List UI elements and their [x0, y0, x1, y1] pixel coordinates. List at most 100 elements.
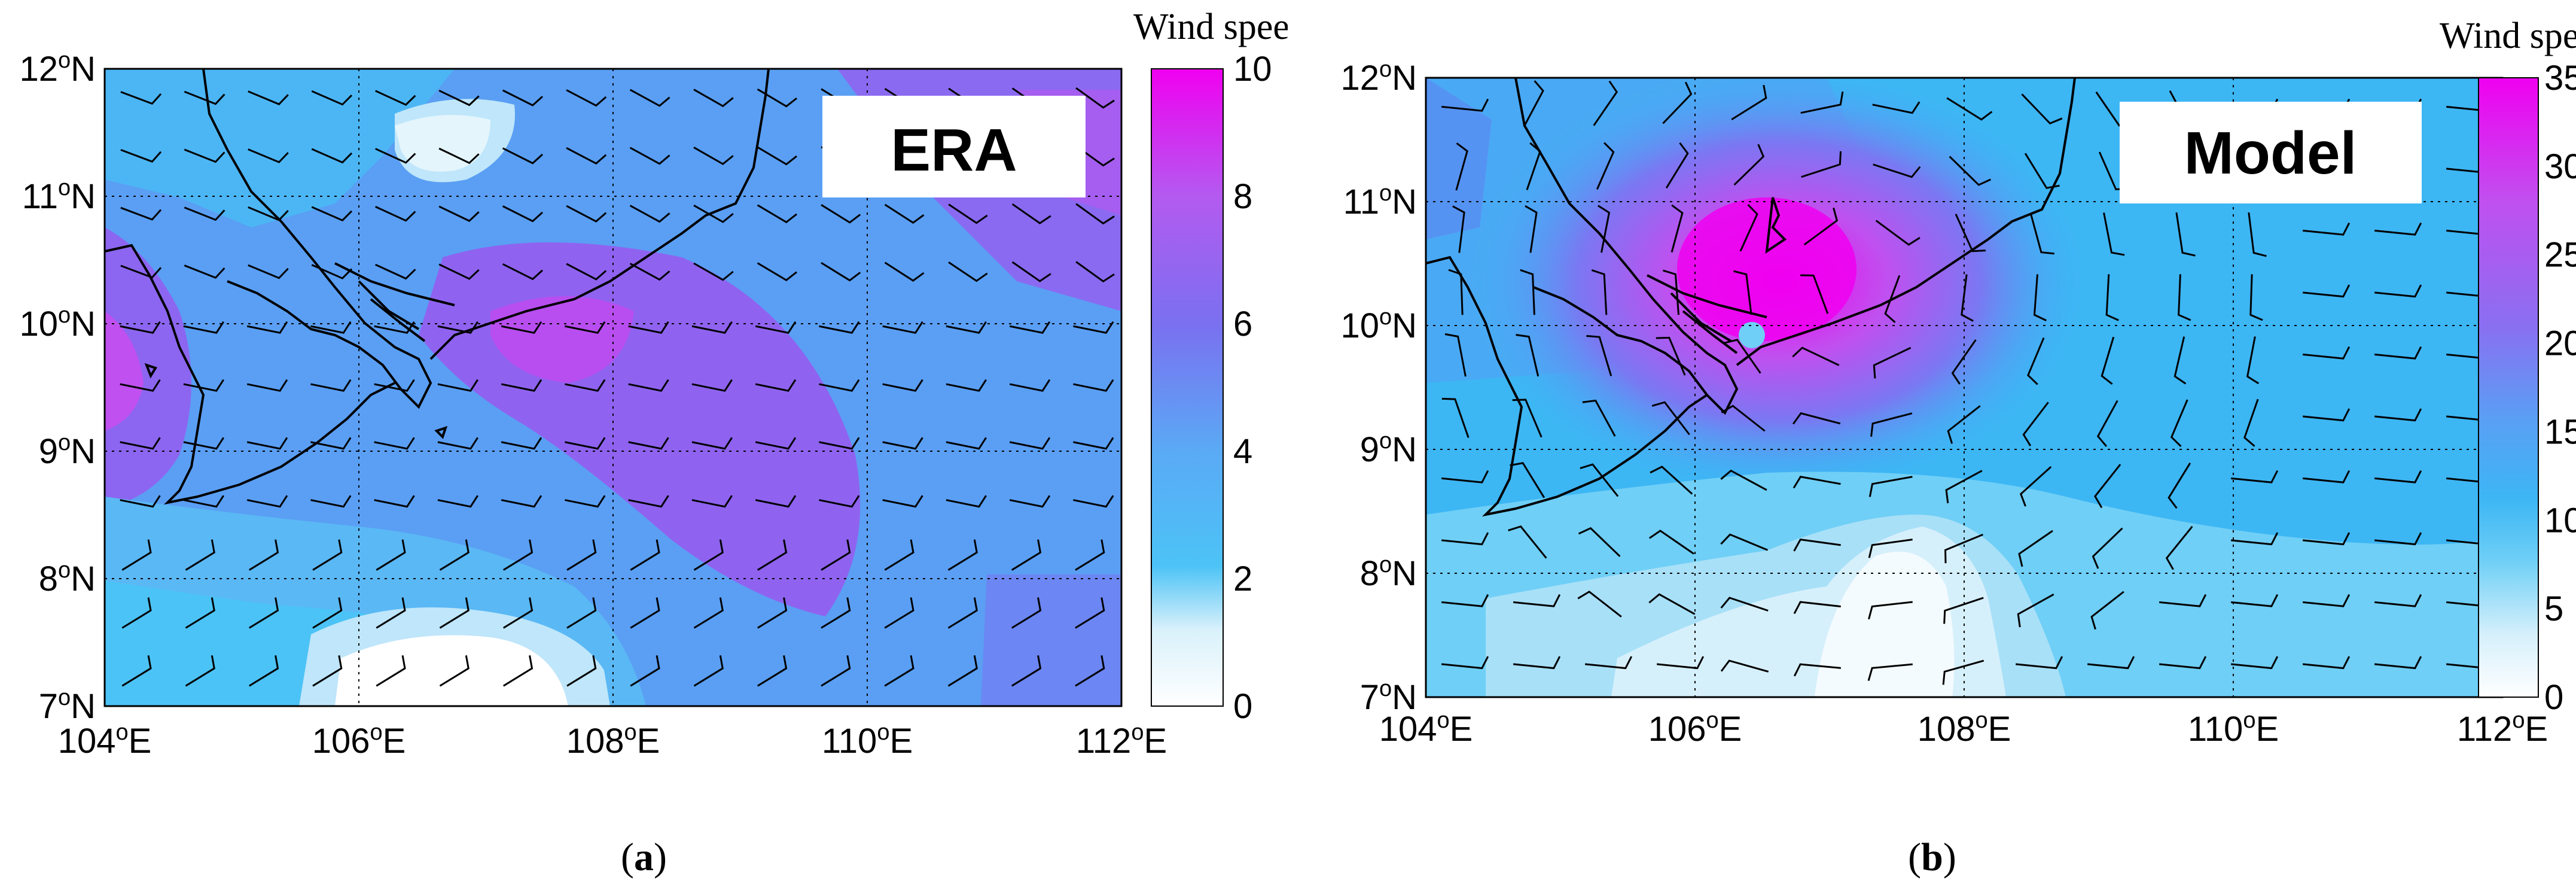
colorbar-tick-label: 0 — [1233, 687, 1252, 726]
wind-barb — [1648, 593, 1696, 615]
wind-barb — [502, 597, 534, 629]
wind-barb — [438, 263, 480, 280]
svg-text:7oN: 7oN — [1360, 676, 1417, 717]
colorbar-title-b: Wind speed (m/s) — [2440, 16, 2576, 56]
wind-barb — [819, 321, 860, 334]
colorbar-tick-label: 15 — [2544, 412, 2576, 451]
wind-barb — [1792, 346, 1840, 366]
wind-barb — [2374, 284, 2422, 298]
wind-barb — [630, 539, 660, 571]
era-label-box: ERA — [822, 96, 1086, 197]
wind-barb — [184, 90, 225, 105]
wind-barb — [2019, 466, 2052, 507]
wind-barb — [120, 206, 162, 221]
wind-barb — [2374, 656, 2422, 670]
wind-barb — [821, 597, 851, 629]
wind-barb — [1577, 591, 1622, 618]
wind-barb — [1656, 336, 1686, 376]
svg-text:11oN: 11oN — [22, 175, 96, 216]
svg-text:110oE: 110oE — [822, 720, 913, 761]
wind-barb — [248, 90, 289, 105]
wind-barb — [2303, 284, 2351, 298]
wind-barb — [1724, 339, 1761, 374]
wind-barb — [501, 437, 542, 450]
era-label: ERA — [891, 117, 1017, 184]
wind-barb — [819, 379, 860, 392]
wind-barb — [185, 539, 215, 571]
wind-barb — [1801, 151, 1842, 178]
wind-barb — [691, 379, 733, 392]
wind-barb — [184, 148, 225, 163]
wind-barb — [566, 205, 607, 223]
wind-barb — [1444, 333, 1467, 377]
colorbar-tick-label: 10 — [1233, 50, 1272, 89]
wind-barb — [1075, 261, 1115, 283]
wind-barb — [1945, 470, 1983, 503]
wind-barb — [1951, 339, 1977, 385]
colorbar-tick-label: 5 — [2544, 589, 2563, 628]
wind-barb — [376, 539, 406, 571]
wind-barb — [1009, 321, 1051, 334]
wind-barb — [2165, 525, 2193, 570]
map-b-svg: Model 104oE 106oE 108oE 110oE 112oE 7oN … — [1340, 16, 2576, 749]
svg-text:9oN: 9oN — [1360, 428, 1417, 469]
wind-barb — [693, 262, 734, 281]
wind-barb — [184, 264, 225, 279]
wind-barb — [566, 263, 607, 281]
wind-barbs-a — [120, 87, 1115, 687]
colorbar-tick-label: 6 — [1233, 305, 1252, 343]
wind-barb — [693, 655, 724, 687]
wind-barb — [693, 147, 734, 165]
wind-barb — [437, 495, 478, 508]
wind-barb — [310, 321, 352, 334]
wind-barb — [439, 655, 470, 687]
wind-barb — [884, 597, 914, 629]
wind-barb — [1452, 205, 1465, 253]
svg-text:104oE: 104oE — [58, 720, 152, 761]
wind-barb — [882, 321, 923, 334]
svg-text:8oN: 8oN — [39, 558, 96, 598]
wind-barb — [693, 597, 724, 629]
wind-barb — [1720, 597, 1769, 612]
wind-barb — [946, 437, 987, 450]
wind-barb — [2017, 593, 2054, 628]
wind-barb — [502, 655, 534, 687]
wind-barb — [120, 379, 161, 392]
wind-barb — [947, 539, 978, 571]
wind-barb — [821, 655, 851, 687]
wind-barb — [1665, 142, 1689, 188]
wind-barb — [947, 655, 978, 687]
wind-barb — [2018, 530, 2053, 567]
wind-barb — [1670, 204, 1684, 253]
svg-text:12oN: 12oN — [19, 48, 96, 89]
wind-barb — [884, 203, 925, 224]
wind-barb — [502, 539, 534, 571]
wind-barb — [438, 205, 480, 222]
wind-barb — [1651, 401, 1690, 436]
wind-barb — [691, 495, 733, 508]
wind-barb — [1513, 656, 1561, 670]
wind-barb — [2021, 93, 2063, 125]
wind-barb — [1884, 275, 1901, 323]
wind-barb — [311, 90, 353, 106]
model-label-box: Model — [2120, 102, 2422, 203]
wind-barb — [1578, 527, 1621, 557]
wind-barb — [310, 437, 352, 450]
wind-barb — [248, 539, 279, 571]
wind-barb — [2231, 594, 2279, 607]
wind-barb — [184, 206, 225, 221]
svg-text:108oE: 108oE — [566, 720, 660, 761]
wind-barb — [693, 539, 724, 571]
wind-barb — [2170, 399, 2188, 447]
wind-barb — [2303, 470, 2351, 484]
wind-barb — [502, 147, 543, 165]
wind-barb — [628, 437, 669, 450]
wind-barb — [1872, 101, 1920, 114]
wind-barb — [246, 379, 288, 392]
wind-barb — [1525, 205, 1538, 253]
wind-barb — [1009, 495, 1051, 508]
wind-barb — [1075, 87, 1115, 109]
wind-barb — [1792, 476, 1841, 489]
wind-barb — [2087, 656, 2135, 670]
wind-barb — [120, 91, 162, 105]
